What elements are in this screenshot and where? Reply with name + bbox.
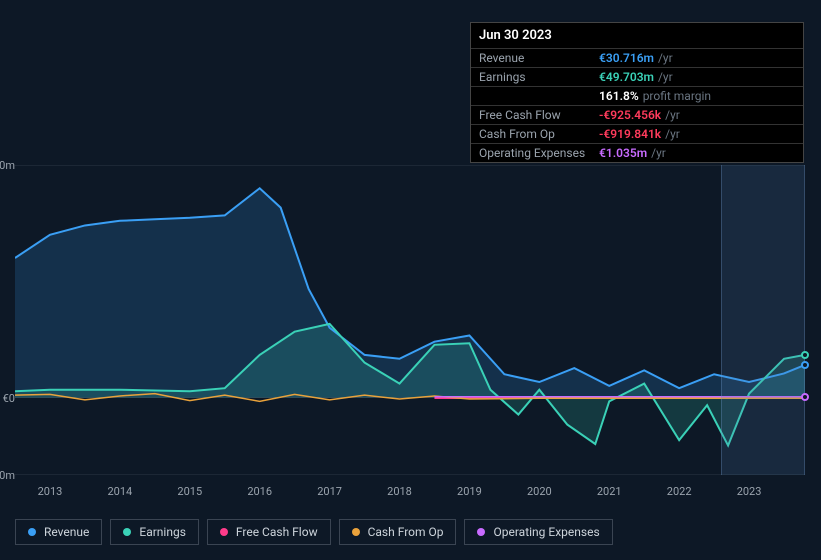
tooltip-label: Free Cash Flow [479,108,599,122]
legend-label: Revenue [44,525,89,539]
tooltip-label: Earnings [479,70,599,84]
x-axis-label: 2023 [737,485,762,498]
legend-swatch [352,528,360,536]
tooltip-row: Cash From Op-€919.841k/yr [471,124,803,143]
tooltip-date: Jun 30 2023 [471,23,803,48]
tooltip-rows: Revenue€30.716m/yrEarnings€49.703m/yr161… [471,48,803,162]
x-axis-label: 2014 [107,485,132,498]
x-axis-label: 2019 [457,485,482,498]
series-end-marker [801,393,809,401]
x-axis-label: 2013 [38,485,63,498]
legend-swatch [477,528,485,536]
tooltip-row: 161.8%profit margin [471,86,803,105]
financials-chart[interactable]: €300m€0-€100m 20132014201520162017201820… [15,155,805,500]
plot-svg [15,165,805,475]
series-end-marker [801,361,809,369]
tooltip-row: Free Cash Flow-€925.456k/yr [471,105,803,124]
legend-item[interactable]: Revenue [15,519,102,545]
x-axis-label: 2015 [177,485,202,498]
tooltip-label: Cash From Op [479,127,599,141]
series-end-marker [801,351,809,359]
x-axis-label: 2017 [317,485,342,498]
tooltip-label: Revenue [479,51,599,65]
legend-item[interactable]: Operating Expenses [464,519,612,545]
tooltip-row: Revenue€30.716m/yr [471,48,803,67]
legend-swatch [123,528,131,536]
tooltip-row: Earnings€49.703m/yr [471,67,803,86]
legend-label: Free Cash Flow [236,525,318,539]
tooltip-value: €49.703m/yr [599,70,673,84]
x-axis-label: 2018 [387,485,412,498]
x-axis-label: 2020 [527,485,552,498]
selection-band[interactable] [721,165,805,475]
legend-label: Cash From Op [368,525,444,539]
tooltip-value: -€919.841k/yr [599,127,680,141]
x-axis-label: 2021 [597,485,622,498]
tooltip-value: 161.8%profit margin [599,89,711,103]
tooltip-value: €30.716m/yr [599,51,673,65]
x-axis-label: 2022 [667,485,692,498]
legend: Revenue Earnings Free Cash Flow Cash From O… [15,519,613,545]
y-axis-label: -€100m [0,469,15,482]
legend-swatch [28,528,36,536]
legend-swatch [220,528,228,536]
y-axis-label: €0 [0,392,15,405]
y-axis-label: €300m [0,159,15,172]
plot-area[interactable] [15,165,805,475]
tooltip-label [479,89,599,103]
legend-item[interactable]: Cash From Op [339,519,457,545]
tooltip-value: -€925.456k/yr [599,108,680,122]
legend-label: Earnings [139,525,186,539]
legend-item[interactable]: Free Cash Flow [207,519,331,545]
legend-item[interactable]: Earnings [110,519,199,545]
legend-label: Operating Expenses [493,525,599,539]
x-axis-label: 2016 [247,485,272,498]
chart-tooltip: Jun 30 2023 Revenue€30.716m/yrEarnings€4… [470,22,804,163]
